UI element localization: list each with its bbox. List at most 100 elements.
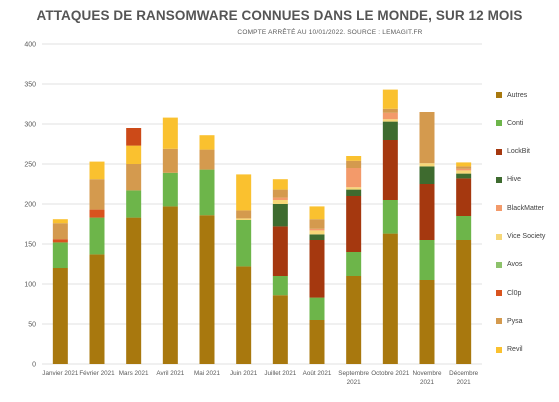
legend-item: Conti <box>496 117 523 129</box>
bar-segment <box>126 190 142 218</box>
y-tick-label: 250 <box>24 162 36 169</box>
bar-segment <box>272 295 288 364</box>
legend-label: Autres <box>507 91 528 99</box>
y-tick-label: 0 <box>32 362 36 369</box>
legend-item: Avos <box>496 259 522 271</box>
bar-segment <box>419 166 435 184</box>
bar-segment <box>89 209 105 218</box>
bar-segment <box>52 268 68 364</box>
legend-label: LockBit <box>507 148 530 156</box>
bar-segment <box>309 230 325 235</box>
bar-segment <box>126 164 142 191</box>
legend-swatch <box>496 176 502 183</box>
legend-label: Pysa <box>507 317 523 325</box>
y-axis-ticks: 0 50 100 150 200 250 300 350 400 <box>24 42 36 369</box>
bar-segment <box>89 254 105 364</box>
bar-segment <box>52 242 68 268</box>
bar-segment <box>456 173 472 179</box>
bar-segment <box>89 161 105 180</box>
legend-item: Vice Society <box>496 231 545 243</box>
chart-subtitle: COMPTE ARRÊTÉ AU 10/01/2022. SOURCE : LE… <box>237 29 423 36</box>
legend-label: Hive <box>507 176 522 184</box>
bar-segment <box>199 135 215 150</box>
y-tick-label: 50 <box>28 322 36 329</box>
bar-segment <box>382 108 398 113</box>
x-tick-label: Juin 2021 <box>230 370 258 377</box>
x-tick-label: Novembre <box>412 370 442 377</box>
legend-label: Revil <box>507 346 523 354</box>
bar-segment <box>456 168 472 171</box>
y-tick-label: 300 <box>24 122 36 129</box>
legend-swatch <box>496 148 502 155</box>
bar-segment <box>89 179 105 210</box>
y-tick-label: 350 <box>24 82 36 89</box>
legend-item: Pysa <box>496 315 523 327</box>
bar-segment <box>272 197 288 200</box>
bar-segment <box>89 217 105 255</box>
legend-item: Hive <box>496 174 521 186</box>
bar-segment <box>346 187 362 190</box>
bar-segment <box>456 240 472 364</box>
bar-segment <box>382 140 398 200</box>
bar-segment <box>346 160 362 168</box>
bar-segment <box>236 266 252 364</box>
legend-swatch <box>496 233 502 240</box>
x-tick-label: Septembre <box>338 370 369 377</box>
bar-segment <box>346 252 362 276</box>
bar-segment <box>52 223 68 240</box>
chart-title: ATTAQUES DE RANSOMWARE CONNUES DANS LE M… <box>36 8 523 23</box>
bar-segment <box>346 196 362 252</box>
legend-item: BlackMatter <box>496 202 544 214</box>
x-tick-label: Mai 2021 <box>194 370 220 377</box>
bar-segment <box>309 206 325 220</box>
bar-segment <box>309 234 325 240</box>
bar-segment <box>346 156 362 161</box>
bar-segment <box>382 200 398 234</box>
bar-segment <box>309 228 325 231</box>
bar-segment <box>272 226 288 276</box>
bar-segment <box>272 204 288 227</box>
legend-swatch <box>496 261 502 268</box>
bar-segment <box>309 240 325 298</box>
bar-segment <box>309 219 325 229</box>
bar-segment <box>346 168 362 188</box>
bar-segment <box>419 240 435 280</box>
bar-segment <box>382 119 398 122</box>
x-tick-label: Juillet 2021 <box>264 370 296 377</box>
bar-segment <box>199 169 215 216</box>
bar-segment <box>382 89 398 109</box>
bar-segment <box>52 219 68 224</box>
bars <box>52 89 472 364</box>
bar-segment <box>162 206 178 364</box>
bar-segment <box>346 189 362 196</box>
legend-item: Autres <box>496 89 527 101</box>
legend-label: Cl0p <box>507 289 522 297</box>
bar-segment <box>419 280 435 364</box>
bar-segment <box>126 217 142 364</box>
bar-segment <box>52 239 68 243</box>
bar-segment <box>126 128 142 146</box>
bar-segment <box>272 189 288 198</box>
legend-swatch <box>496 120 502 127</box>
legend-label: Conti <box>507 119 524 127</box>
y-tick-label: 200 <box>24 202 36 209</box>
x-tick-label: Avril 2021 <box>156 370 184 377</box>
bar-segment <box>419 184 435 240</box>
legend-label: Avos <box>507 261 523 269</box>
bar-segment <box>309 320 325 364</box>
x-tick-label: Octobre 2021 <box>371 370 410 377</box>
bar-segment <box>382 233 398 364</box>
bar-segment <box>236 210 252 219</box>
x-tick-label: 2021 <box>420 379 435 386</box>
bar-segment <box>272 276 288 296</box>
bar-segment <box>382 112 398 120</box>
bar-segment <box>346 276 362 364</box>
bar-segment <box>236 174 252 211</box>
bar-segment <box>456 216 472 240</box>
bar-segment <box>382 121 398 140</box>
bar-segment <box>162 172 178 207</box>
x-tick-label: 2021 <box>347 379 362 386</box>
legend-swatch <box>496 346 502 353</box>
x-axis-ticks: Janvier 2021 Février 2021 Mars 2021 Avril 2… <box>42 370 478 386</box>
